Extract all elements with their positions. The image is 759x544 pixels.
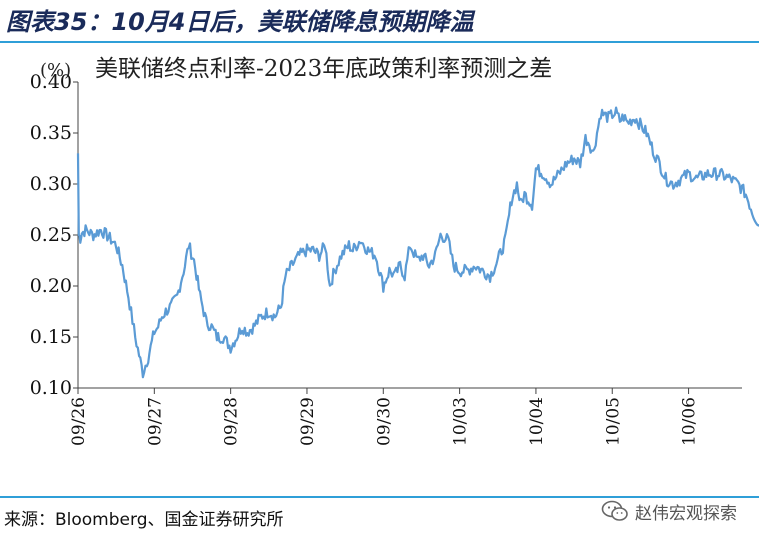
y-tick-label: 0.10	[30, 377, 72, 399]
y-tick-label: 0.25	[30, 224, 72, 246]
x-tick-label: 09/29	[298, 397, 318, 446]
y-tick-label: 0.40	[30, 71, 72, 93]
y-tick-label: 0.30	[30, 173, 72, 195]
x-tick-label: 10/04	[527, 397, 547, 446]
x-tick-label: 09/26	[69, 397, 89, 446]
watermark: 赵伟宏观探索	[601, 498, 737, 524]
bottom-rule	[0, 496, 759, 498]
x-tick-label: 09/30	[374, 397, 394, 446]
y-tick-labels: 0.10 0.15 0.20 0.25 0.30 0.35 0.40	[30, 71, 72, 399]
x-tick-label: 09/28	[222, 397, 242, 446]
y-tick-label: 0.35	[30, 122, 72, 144]
x-tick-label: 10/03	[451, 397, 471, 446]
figure-title: 图表35：10月4日后，美联储降息预期降温	[6, 8, 474, 36]
title-rule	[0, 41, 759, 43]
x-tick-label: 09/27	[145, 397, 165, 446]
chart-title: 美联储终点利率-2023年底政策利率预测之差	[95, 56, 552, 82]
unit-label: (%)	[40, 60, 71, 81]
y-tick-label: 0.20	[30, 275, 72, 297]
x-tick-label: 10/06	[680, 397, 700, 446]
x-tick-label: 10/05	[603, 397, 623, 446]
line-chart: (%) 美联储终点利率-2023年底政策利率预测之差 0.100.150.200…	[30, 56, 759, 446]
x-tick-labels: 09/26 09/27 09/28 09/29 09/30 10/03 10/04 10/05…	[69, 397, 700, 446]
watermark-text: 赵伟宏观探索	[635, 503, 737, 524]
y-tick-label: 0.15	[30, 326, 72, 348]
source-note: 来源：Bloomberg、国金证券研究所	[4, 510, 284, 530]
wechat-icon	[601, 500, 628, 521]
series-line	[76, 106, 759, 379]
